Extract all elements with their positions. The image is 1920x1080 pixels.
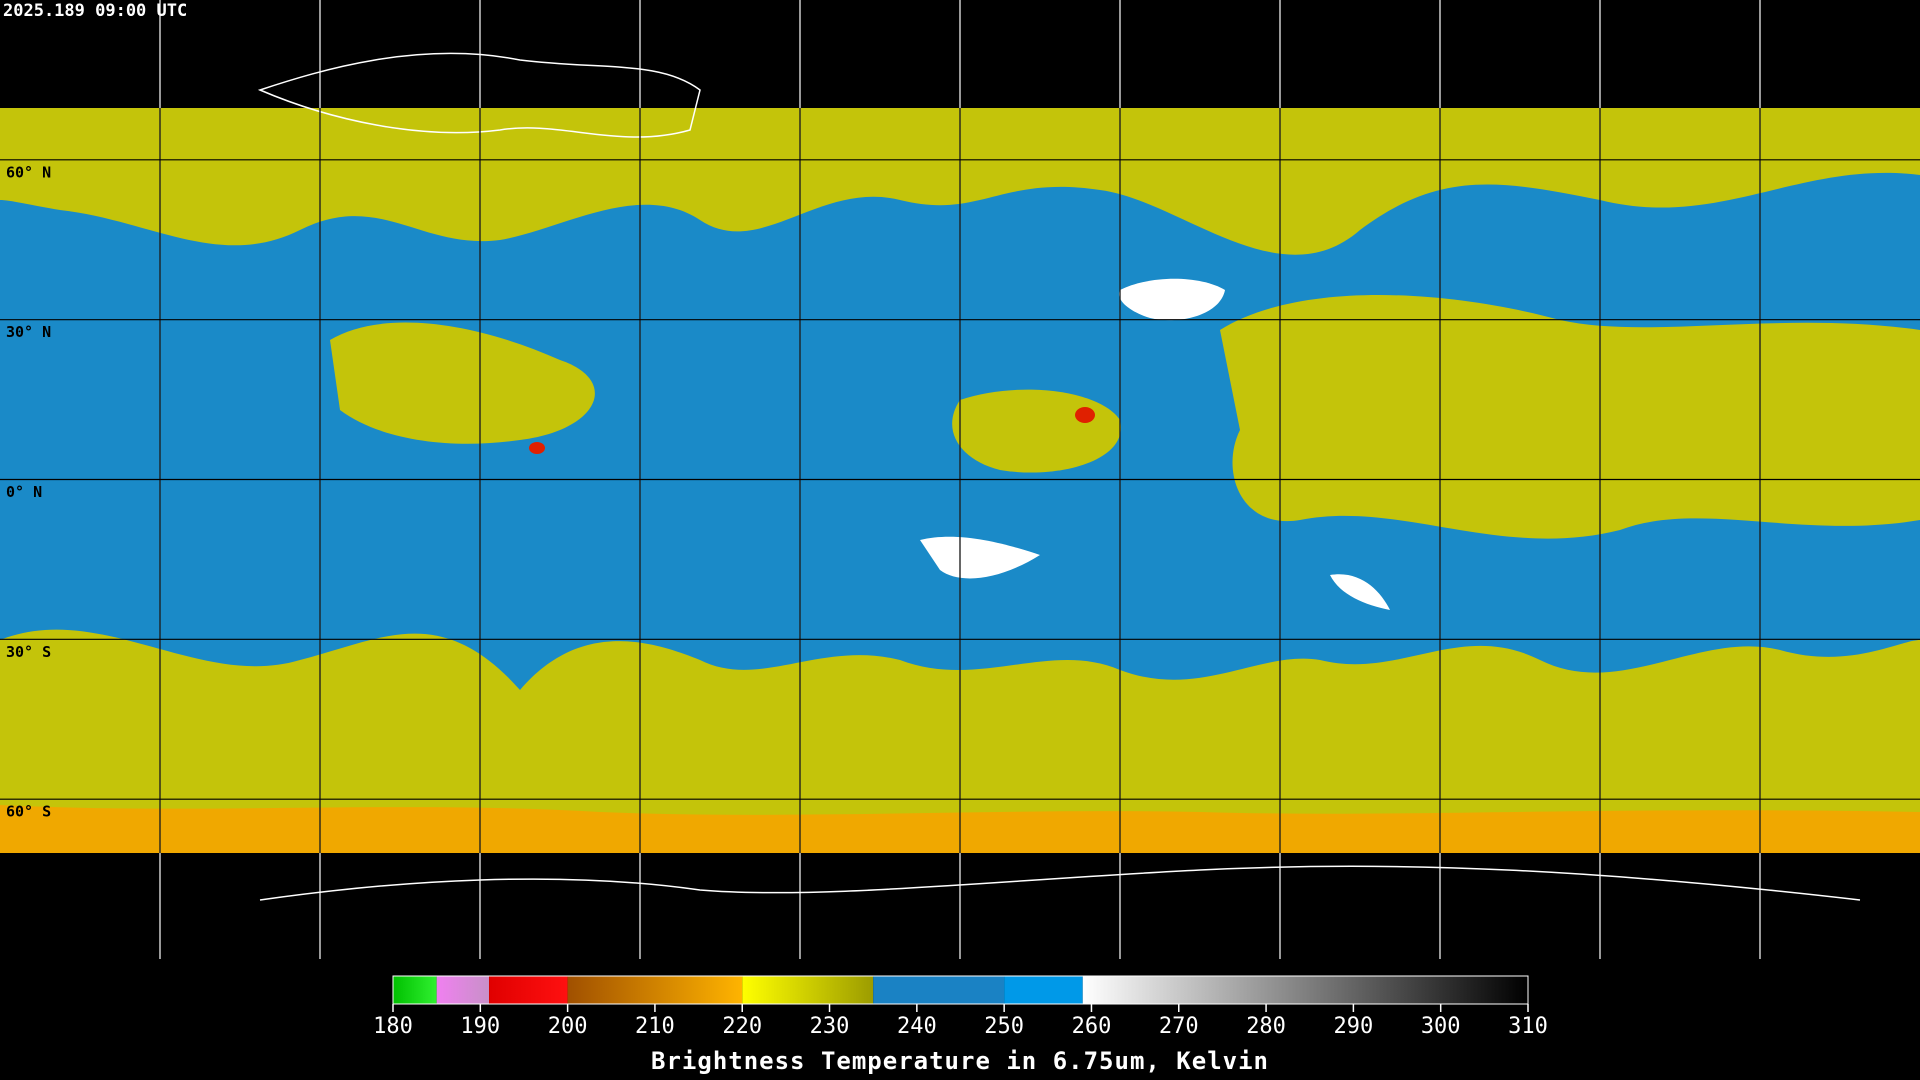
colorbar-tick-label: 280 [1246,1014,1286,1039]
colorbar-frame [392,975,1529,1005]
colorbar-tick-label: 190 [460,1014,500,1039]
colorbar-tick-label: 250 [984,1014,1024,1039]
colorbar-tick-label: 240 [897,1014,937,1039]
colorbar-segment [1082,976,1528,1004]
very-dry-region [1330,574,1390,610]
latitude-label: 30° S [6,643,51,661]
moist-region-asia [1220,295,1920,539]
colorbar-tick-label: 260 [1072,1014,1112,1039]
colorbar-tick-label: 310 [1508,1014,1548,1039]
colorbar-tick-label: 300 [1421,1014,1461,1039]
moist-region-america [330,322,595,444]
latitude-label: 0° N [6,483,42,501]
timestamp: 2025.189 09:00 UTC [3,1,187,21]
colorbar-tick-label: 220 [722,1014,762,1039]
colorbar-title: Brightness Temperature in 6.75um, Kelvin [651,1047,1269,1075]
colorbar-segment [489,976,568,1004]
latitude-label: 30° N [6,323,51,341]
graticule: 60° N 30° N 0° N 30° S 60° S [0,0,1920,959]
colorbar-segment [1004,976,1083,1004]
colorbar-segment [873,976,1005,1004]
colorbar-tick-label: 180 [373,1014,413,1039]
coastline [259,865,1861,901]
colorbar-segment [393,976,437,1004]
colorbar: 180 190 200 210 220 230 240 250 260 270 280 290 300 3… [373,975,1548,1039]
latitude-label: 60° S [6,803,51,821]
cold-cloud-top [529,442,545,454]
latitude-label: 60° N [6,163,51,181]
coastline [257,52,701,138]
colorbar-segment [742,976,874,1004]
colorbar-segment [567,976,743,1004]
very-dry-region [1119,278,1225,321]
colorbar-tick-label: 200 [548,1014,588,1039]
colorbar-tick-label: 230 [810,1014,850,1039]
colorbar-segment [436,976,490,1004]
colorbar-tick-label: 270 [1159,1014,1199,1039]
very-dry-region [920,536,1040,579]
colorbar-tick-label: 210 [635,1014,675,1039]
colorbar-tick-label: 290 [1334,1014,1374,1039]
cold-cloud-top [1075,407,1095,423]
